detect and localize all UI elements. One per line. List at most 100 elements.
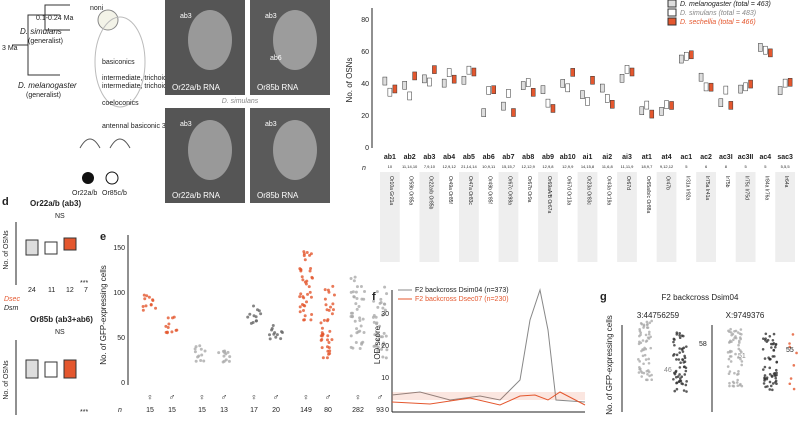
n-value: 20 [272, 407, 280, 414]
dot [167, 322, 171, 326]
dot [307, 285, 311, 289]
dot [674, 370, 678, 374]
dot [196, 355, 200, 359]
dot [226, 350, 230, 354]
dot [358, 329, 362, 333]
dot [761, 368, 765, 371]
mean-label: 46 [664, 367, 672, 374]
dot [372, 314, 376, 318]
dot [199, 359, 203, 363]
box [748, 79, 753, 89]
n-value: 17 [250, 407, 258, 414]
sensillum-label: ab1 [384, 154, 396, 161]
dot [302, 318, 306, 322]
dot [646, 372, 649, 376]
sensillum-label: at4 [661, 154, 671, 161]
dot [739, 357, 742, 361]
dot [642, 323, 646, 327]
dot [739, 328, 743, 331]
box [708, 82, 714, 92]
dot [351, 290, 355, 294]
box [461, 75, 467, 85]
n-value: 6 [705, 164, 708, 169]
dot [228, 355, 232, 359]
dot [638, 329, 642, 333]
band [617, 172, 637, 262]
dot [310, 276, 314, 280]
dot [151, 298, 155, 302]
dot [763, 374, 767, 377]
dot [378, 324, 382, 328]
dot [249, 321, 253, 325]
receptor-list: Or49a Or85f [447, 176, 453, 204]
dot [774, 345, 777, 349]
dot [731, 380, 735, 384]
dot [383, 308, 387, 312]
dot [381, 313, 385, 317]
dot [224, 358, 228, 362]
dot [193, 350, 197, 354]
dot [305, 251, 309, 255]
dot [166, 316, 170, 320]
n-value: 12,9,12 [442, 164, 456, 169]
dot [359, 324, 363, 328]
dot [673, 389, 677, 393]
receptor-list: Or23a Or83c [586, 176, 592, 205]
legend-swatch [667, 17, 677, 26]
threshold-band [392, 392, 585, 400]
neuron [105, 171, 119, 185]
dot [650, 373, 653, 377]
dot [193, 347, 197, 351]
dot [737, 347, 741, 351]
dot [736, 331, 740, 334]
dot [680, 334, 684, 337]
dot [349, 277, 353, 281]
dot [732, 385, 736, 388]
dot [647, 332, 651, 336]
dot [323, 297, 327, 301]
legend-entry: D. simulans (total = 483) [680, 10, 756, 17]
dot [641, 339, 645, 342]
y-tick-label: 60 [361, 49, 369, 56]
dot [640, 375, 644, 378]
dot [763, 357, 767, 360]
dot [644, 378, 648, 382]
dot [647, 361, 651, 365]
dot [330, 312, 334, 316]
tree [12, 4, 70, 76]
y-label: No. of GFP-expressing cells [99, 265, 108, 365]
sex: ♂ [325, 392, 332, 402]
dot [675, 387, 679, 391]
sensillum-label: ac3II [738, 154, 754, 161]
dot [309, 318, 313, 322]
dot [362, 297, 366, 301]
dot [769, 384, 773, 388]
dot [375, 333, 379, 337]
dot [788, 382, 792, 386]
dot [762, 382, 766, 385]
species: noni [90, 5, 104, 12]
dot [639, 369, 643, 373]
n-value: 15 [168, 407, 176, 414]
y-label: No. of OSNs [345, 58, 354, 103]
box [427, 77, 432, 87]
dot [640, 349, 643, 353]
dot [305, 279, 309, 283]
lod-curve [391, 391, 586, 406]
dot [682, 389, 686, 392]
box [728, 101, 734, 110]
panel-title: Or22a/b (ab3) [30, 199, 81, 208]
dot [734, 336, 738, 340]
dot [375, 290, 379, 294]
dot [355, 327, 359, 331]
dot [299, 269, 303, 273]
n-value: 15,15,7 [502, 164, 516, 169]
neuron-label: Or22a/b [72, 190, 97, 197]
box [787, 78, 793, 87]
sensillum-label: ai3 [622, 154, 632, 161]
dot [302, 296, 306, 300]
receptor-list: Ir75b [724, 176, 730, 188]
species: D. simulans [222, 98, 259, 105]
dot [772, 348, 776, 352]
